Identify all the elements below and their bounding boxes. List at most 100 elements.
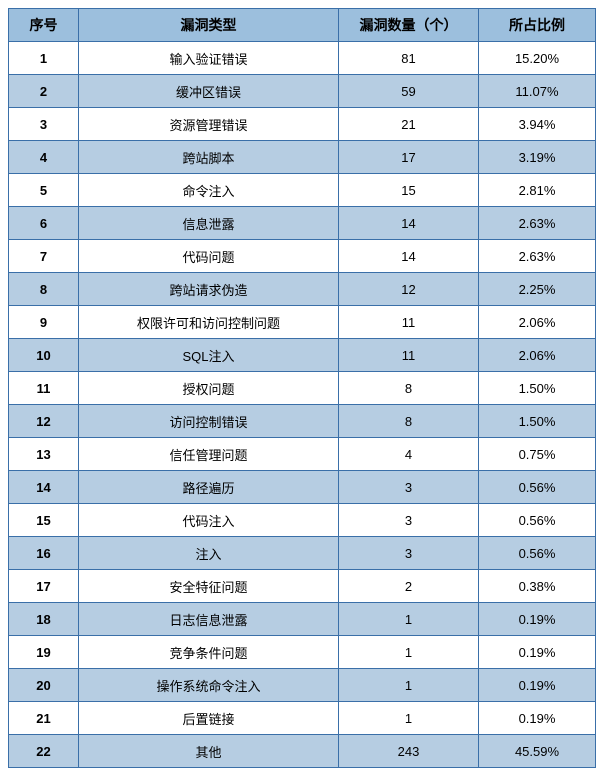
cell-pct: 2.63%	[479, 207, 596, 240]
cell-type: 信息泄露	[79, 207, 339, 240]
cell-type: 输入验证错误	[79, 42, 339, 75]
cell-pct: 0.19%	[479, 636, 596, 669]
table-row: 19竞争条件问题10.19%	[9, 636, 596, 669]
table-row: 16注入30.56%	[9, 537, 596, 570]
table-row: 21后置链接10.19%	[9, 702, 596, 735]
table-row: 5命令注入152.81%	[9, 174, 596, 207]
cell-pct: 3.19%	[479, 141, 596, 174]
cell-count: 1	[339, 702, 479, 735]
cell-seq: 11	[9, 372, 79, 405]
cell-type: 其他	[79, 735, 339, 768]
cell-seq: 19	[9, 636, 79, 669]
cell-type: 竞争条件问题	[79, 636, 339, 669]
cell-count: 1	[339, 669, 479, 702]
cell-count: 8	[339, 405, 479, 438]
cell-count: 59	[339, 75, 479, 108]
cell-seq: 14	[9, 471, 79, 504]
cell-type: 跨站请求伪造	[79, 273, 339, 306]
cell-seq: 12	[9, 405, 79, 438]
cell-count: 15	[339, 174, 479, 207]
cell-seq: 9	[9, 306, 79, 339]
cell-seq: 16	[9, 537, 79, 570]
cell-count: 8	[339, 372, 479, 405]
cell-count: 4	[339, 438, 479, 471]
cell-type: 路径遍历	[79, 471, 339, 504]
cell-count: 243	[339, 735, 479, 768]
table-row: 1输入验证错误8115.20%	[9, 42, 596, 75]
cell-count: 21	[339, 108, 479, 141]
cell-seq: 3	[9, 108, 79, 141]
cell-type: 代码问题	[79, 240, 339, 273]
col-header-type: 漏洞类型	[79, 9, 339, 42]
cell-type: 授权问题	[79, 372, 339, 405]
cell-pct: 45.59%	[479, 735, 596, 768]
cell-type: SQL注入	[79, 339, 339, 372]
table-row: 7代码问题142.63%	[9, 240, 596, 273]
cell-seq: 1	[9, 42, 79, 75]
cell-type: 权限许可和访问控制问题	[79, 306, 339, 339]
cell-count: 11	[339, 306, 479, 339]
col-header-pct: 所占比例	[479, 9, 596, 42]
cell-pct: 2.81%	[479, 174, 596, 207]
table-row: 10SQL注入112.06%	[9, 339, 596, 372]
table-row: 15代码注入30.56%	[9, 504, 596, 537]
cell-seq: 18	[9, 603, 79, 636]
cell-seq: 7	[9, 240, 79, 273]
table-row: 8跨站请求伪造122.25%	[9, 273, 596, 306]
cell-count: 1	[339, 603, 479, 636]
cell-count: 14	[339, 207, 479, 240]
cell-pct: 2.06%	[479, 306, 596, 339]
cell-type: 访问控制错误	[79, 405, 339, 438]
table-row: 20操作系统命令注入10.19%	[9, 669, 596, 702]
cell-type: 跨站脚本	[79, 141, 339, 174]
table-row: 6信息泄露142.63%	[9, 207, 596, 240]
cell-pct: 15.20%	[479, 42, 596, 75]
cell-count: 11	[339, 339, 479, 372]
cell-seq: 22	[9, 735, 79, 768]
cell-type: 缓冲区错误	[79, 75, 339, 108]
cell-pct: 0.75%	[479, 438, 596, 471]
cell-seq: 10	[9, 339, 79, 372]
cell-count: 3	[339, 504, 479, 537]
cell-pct: 0.19%	[479, 603, 596, 636]
cell-seq: 6	[9, 207, 79, 240]
vulnerability-table: 序号 漏洞类型 漏洞数量（个） 所占比例 1输入验证错误8115.20%2缓冲区…	[8, 8, 596, 768]
cell-count: 2	[339, 570, 479, 603]
cell-type: 信任管理问题	[79, 438, 339, 471]
cell-pct: 0.56%	[479, 537, 596, 570]
cell-pct: 2.25%	[479, 273, 596, 306]
cell-pct: 1.50%	[479, 405, 596, 438]
table-body: 1输入验证错误8115.20%2缓冲区错误5911.07%3资源管理错误213.…	[9, 42, 596, 768]
cell-pct: 0.19%	[479, 669, 596, 702]
table-row: 12访问控制错误81.50%	[9, 405, 596, 438]
cell-count: 81	[339, 42, 479, 75]
col-header-count: 漏洞数量（个）	[339, 9, 479, 42]
cell-seq: 15	[9, 504, 79, 537]
cell-count: 17	[339, 141, 479, 174]
table-row: 17安全特征问题20.38%	[9, 570, 596, 603]
cell-seq: 4	[9, 141, 79, 174]
cell-pct: 0.19%	[479, 702, 596, 735]
cell-count: 1	[339, 636, 479, 669]
cell-type: 命令注入	[79, 174, 339, 207]
cell-seq: 21	[9, 702, 79, 735]
cell-seq: 20	[9, 669, 79, 702]
cell-pct: 1.50%	[479, 372, 596, 405]
cell-type: 代码注入	[79, 504, 339, 537]
cell-seq: 17	[9, 570, 79, 603]
cell-seq: 13	[9, 438, 79, 471]
cell-type: 操作系统命令注入	[79, 669, 339, 702]
cell-count: 14	[339, 240, 479, 273]
table-row: 3资源管理错误213.94%	[9, 108, 596, 141]
table-row: 11授权问题81.50%	[9, 372, 596, 405]
table-row: 9权限许可和访问控制问题112.06%	[9, 306, 596, 339]
table-row: 2缓冲区错误5911.07%	[9, 75, 596, 108]
cell-pct: 11.07%	[479, 75, 596, 108]
cell-count: 3	[339, 471, 479, 504]
cell-type: 安全特征问题	[79, 570, 339, 603]
cell-pct: 0.56%	[479, 471, 596, 504]
cell-pct: 2.63%	[479, 240, 596, 273]
table-row: 22其他24345.59%	[9, 735, 596, 768]
table-row: 18日志信息泄露10.19%	[9, 603, 596, 636]
cell-seq: 5	[9, 174, 79, 207]
